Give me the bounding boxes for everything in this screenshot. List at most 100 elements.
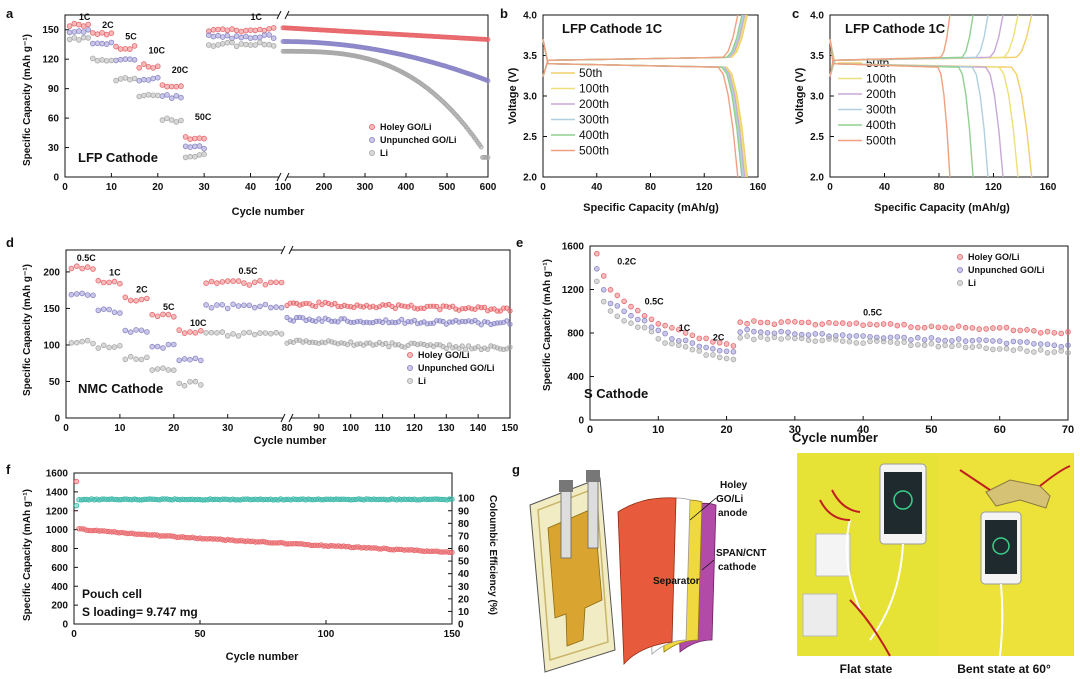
a-rate-label-0: 1C	[79, 12, 91, 22]
e-point-2-37	[839, 338, 846, 345]
x-tick-label-pb-0: 0	[540, 182, 546, 193]
d-rate-point-0-37	[262, 281, 269, 288]
x-tick-label-a-5: 100	[275, 182, 292, 193]
a-rate-point-2-33	[215, 42, 221, 48]
e-point-2-23	[744, 333, 750, 339]
a-rate-point-2-12	[117, 76, 124, 82]
panel-letter-e: e	[516, 235, 523, 250]
e-point-2-53	[949, 343, 955, 350]
y-tick-label-f2-0: 0	[458, 620, 464, 631]
pc-legend-label-3: 300th	[866, 103, 896, 117]
d-cyc-point-0-34	[392, 305, 398, 311]
e-point-0-36	[832, 320, 839, 327]
a-rate-point-1-18	[145, 77, 152, 83]
d-rate-point-2-21	[176, 380, 183, 387]
e-point-0-42	[873, 321, 880, 328]
title-c: LFP Cathode 1C	[845, 21, 946, 36]
e-point-2-9	[648, 328, 655, 335]
y-tick-label-e-0: 0	[578, 416, 584, 427]
y-tick-label-a-2: 60	[48, 114, 60, 125]
a-rate-point-1-30	[201, 145, 207, 152]
a-rate-point-1-23	[168, 95, 175, 101]
d-rate-point-1-27	[208, 304, 215, 311]
tab-cap-left	[559, 480, 573, 492]
a-rate-point-0-36	[229, 26, 235, 32]
e-point-1-26	[764, 329, 771, 336]
e-point-0-45	[894, 322, 901, 329]
e-point-1-24	[751, 328, 757, 335]
e-point-0-44	[887, 321, 894, 327]
e-point-1-66	[1037, 341, 1044, 347]
e-point-0-13	[675, 326, 682, 333]
a-rate-label-4: 20C	[172, 65, 189, 75]
d-cyc-point-1-70	[507, 321, 513, 327]
f-cap-point-1	[73, 478, 80, 485]
a-rate-point-1-9	[103, 41, 110, 47]
current-collector-layer	[617, 497, 677, 666]
y-tick-label-e-2: 800	[567, 329, 584, 340]
a-rate-point-0-15	[131, 43, 138, 49]
a-rate-point-1-13	[122, 56, 129, 62]
e-point-1-54	[955, 336, 962, 342]
y-tick-label-a-1: 30	[48, 143, 60, 154]
a-rate-point-1-28	[192, 143, 198, 150]
e-rate-label-0: 0.2C	[617, 257, 637, 267]
f-ce-point-150	[449, 496, 455, 502]
chart-f: 0200400600800100012001400160001020304050…	[46, 469, 475, 641]
e-point-2-65	[1031, 349, 1037, 355]
e-point-1-38	[846, 333, 853, 340]
a-rate-point-0-4	[80, 23, 87, 29]
g-label-span: SPAN/CNT	[716, 548, 766, 559]
a-rate-point-1-31	[206, 32, 212, 38]
a-rate-point-0-42	[256, 26, 263, 33]
e-point-2-34	[819, 337, 825, 344]
e-point-1-69	[1058, 343, 1064, 350]
x-tick-label-e-6: 60	[994, 424, 1006, 436]
d-rate-point-0-35	[251, 279, 258, 286]
e-point-1-40	[860, 333, 866, 339]
e-point-0-9	[648, 316, 655, 323]
d-rate-point-2-3	[79, 338, 85, 345]
d-rate-point-0-29	[219, 279, 226, 285]
a-rate-point-1-25	[178, 94, 184, 101]
e-point-1-56	[969, 337, 976, 344]
y-tick-label-a-3: 90	[48, 84, 60, 95]
e-point-2-4	[614, 313, 621, 320]
d-rate-point-0-36	[257, 277, 263, 284]
e-point-0-10	[655, 320, 662, 327]
d-rate-point-2-10	[117, 342, 123, 349]
pc-legend-label-2: 200th	[866, 87, 896, 101]
legend-label-e-0: Holey GO/Li	[968, 252, 1020, 262]
a-rate-point-1-24	[173, 93, 180, 99]
e-point-2-59	[990, 346, 996, 353]
d-rate-point-1-23	[187, 356, 193, 363]
d-rate-point-1-24	[192, 355, 199, 362]
y-tick-label-f-6: 1200	[46, 506, 69, 517]
d-rate-point-0-16	[149, 311, 156, 318]
a-rate-point-1-12	[117, 56, 124, 63]
d-rate-point-0-28	[214, 280, 220, 286]
a-rate-point-1-6	[90, 40, 96, 47]
e-point-2-66	[1037, 347, 1044, 353]
d-cyc-point-2-63	[485, 346, 491, 352]
e-point-1-27	[771, 330, 778, 337]
pouch-casing-inner	[537, 486, 609, 661]
y-tick-label-e-4: 1600	[562, 242, 585, 253]
d-rate-point-1-10	[117, 310, 123, 316]
e-point-2-44	[887, 339, 894, 345]
e-point-1-4	[614, 303, 621, 309]
e-point-0-38	[846, 321, 853, 327]
d-rate-point-0-1	[68, 265, 75, 272]
e-point-1-12	[669, 336, 675, 342]
phone-bent-charge-ring	[992, 537, 1010, 555]
a-rate-point-0-10	[108, 30, 115, 37]
a-rate-point-0-16	[136, 65, 143, 71]
legend-marker-a-1	[368, 136, 375, 143]
a-rate-point-1-17	[141, 76, 147, 83]
wires-bent	[959, 465, 1071, 491]
e-point-2-11	[662, 340, 668, 346]
axis-break-r-d-1	[288, 245, 294, 255]
e-point-0-2	[600, 273, 607, 279]
e-point-0-39	[853, 320, 860, 327]
d-rate-point-2-33	[241, 330, 247, 336]
